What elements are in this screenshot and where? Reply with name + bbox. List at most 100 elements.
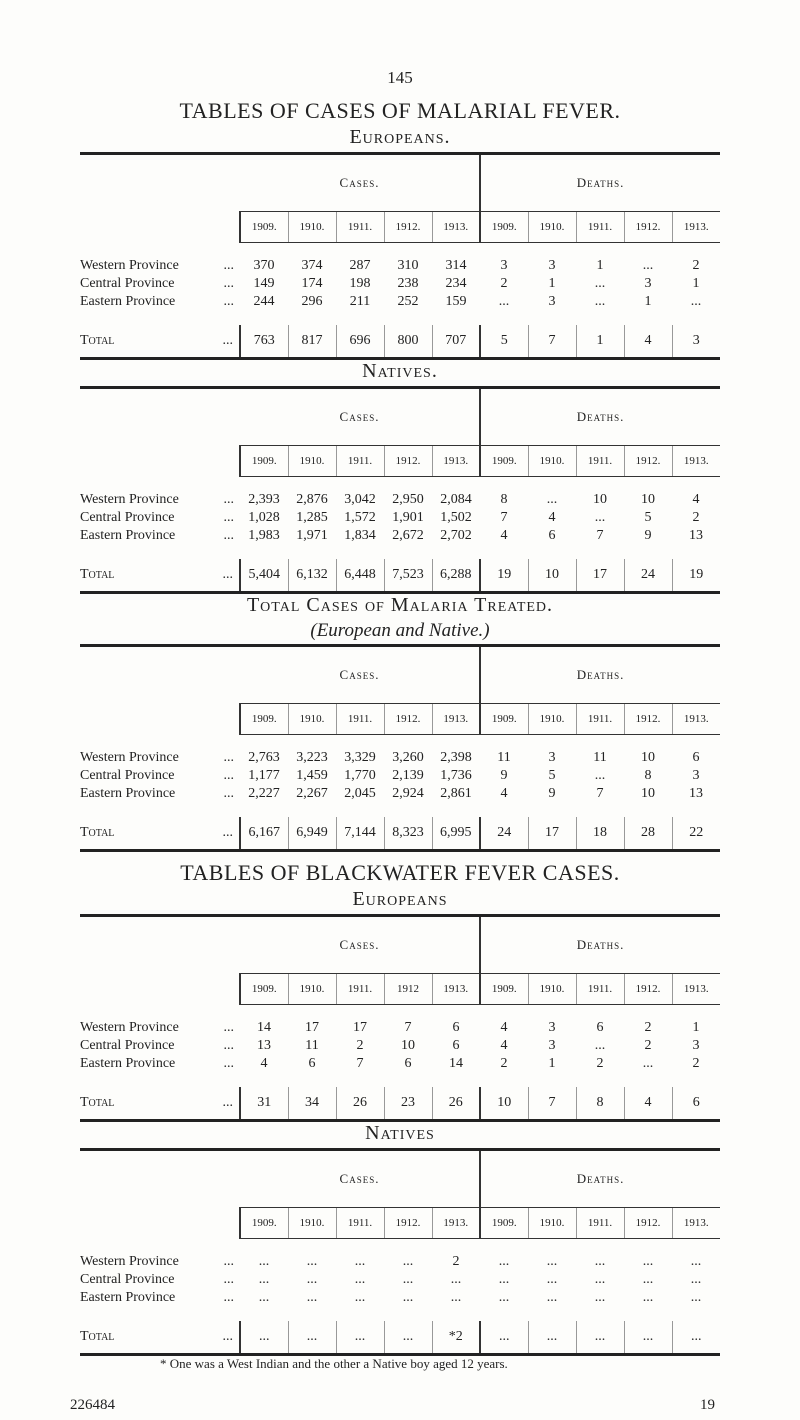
year: 1911.: [575, 211, 624, 243]
note: (European and Native.): [310, 620, 490, 641]
deaths-cell: 4: [548, 510, 556, 525]
deaths-cell: 8: [575, 1087, 624, 1121]
data-row: ... Central Province 1,028 1,285 1,572 1,901 1…: [80, 509, 720, 527]
cases-cell: 10: [401, 1038, 415, 1053]
cases-cell: 6,949: [287, 817, 336, 851]
deaths-cell: 6: [692, 750, 700, 765]
dots: ...: [223, 1038, 235, 1053]
data-row: ... Central Province 149 174 198 238 234 2 1... 3…: [80, 275, 720, 293]
label: Western Province: [80, 492, 179, 507]
spacer: [80, 243, 720, 258]
footer: 226484 19: [70, 1397, 715, 1414]
cases-cell: 310: [397, 258, 419, 273]
dots: ...: [223, 1056, 235, 1071]
data-row: ... Central Province 13 11 2 10 6 4 3... 2 3: [80, 1037, 720, 1055]
cases-cell: 4: [260, 1056, 268, 1071]
cases-cell: 6: [452, 1038, 460, 1053]
deaths-cell: 1: [692, 276, 700, 291]
year: 1911.: [335, 211, 384, 243]
year: 1911.: [575, 703, 624, 735]
row-label: ... Central Province: [80, 1037, 240, 1055]
deaths-cell: 4: [500, 786, 508, 801]
subheading: Europeans.: [349, 126, 451, 148]
deaths-cell: 13: [689, 528, 704, 543]
group-header: Cases.: [240, 387, 480, 446]
total-row: ... Total............ *2...............: [80, 1321, 721, 1355]
year: 1909.: [239, 1207, 288, 1239]
dots: ...: [222, 1095, 234, 1110]
deaths-cell: ...: [594, 768, 606, 783]
header-row: Cases. Deaths.: [80, 387, 721, 446]
deaths-cell: ...: [642, 1272, 654, 1287]
cases-cell: 6: [452, 1020, 460, 1035]
section: TABLES OF CASES OF MALARIAL FEVER. Europe…: [0, 98, 800, 360]
cases-cell: 763: [239, 325, 288, 359]
label: Eastern Province: [80, 786, 176, 801]
deaths-cell: ...: [690, 1290, 702, 1305]
cases-cell: ...: [402, 1254, 414, 1269]
year: 1909.: [239, 703, 288, 735]
footer-left: 226484: [70, 1397, 115, 1413]
cases-cell: *2: [431, 1321, 480, 1355]
deaths-cell: 5: [479, 325, 528, 359]
spacer: [80, 1307, 720, 1321]
deaths-cell: 3: [692, 1038, 700, 1053]
deaths-cell: 2: [644, 1038, 652, 1053]
year: 1912.: [623, 211, 672, 243]
cases-cell: ...: [402, 1272, 414, 1287]
deaths-cell: 10: [527, 559, 576, 593]
deaths-cell: ...: [642, 1290, 654, 1305]
cases-cell: ...: [450, 1272, 462, 1287]
total-row: ... Total 763 817 696 800 707 5 7 1 4 3: [80, 325, 721, 359]
deaths-cell: ...: [479, 1321, 528, 1355]
group-header: Deaths.: [478, 387, 721, 446]
section: Natives Cases. Deaths. 1909. 1910. 1911. 1912.…: [0, 1122, 800, 1372]
deaths-cell: 8: [644, 768, 652, 783]
year: 1911.: [335, 445, 384, 477]
year: 1909.: [479, 211, 528, 243]
dots: ...: [223, 1272, 235, 1287]
cases-cell: 2,227: [248, 786, 280, 801]
year: 1911.: [575, 973, 624, 1005]
cases-cell: 238: [397, 276, 419, 291]
cases-cell: 1,770: [344, 768, 376, 783]
year: 1912.: [623, 1207, 672, 1239]
deaths-cell: ...: [642, 1056, 654, 1071]
cases-cell: 31: [239, 1087, 288, 1121]
deaths-cell: 3: [500, 258, 508, 273]
cases-cell: 7: [404, 1020, 412, 1035]
group-header: Deaths.: [478, 915, 721, 974]
spacer: [80, 545, 720, 559]
subheading: Natives: [365, 1122, 435, 1144]
cases-cell: 696: [335, 325, 384, 359]
deaths-cell: 7: [527, 1087, 576, 1121]
cases-cell: 1,983: [248, 528, 280, 543]
deaths-cell: 2: [692, 1056, 700, 1071]
deaths-cell: 2: [500, 276, 508, 291]
year: 1912.: [383, 1207, 432, 1239]
year: 1912.: [623, 445, 672, 477]
spacer: [80, 311, 720, 325]
cases-cell: 3,329: [344, 750, 376, 765]
label: Total: [80, 1095, 115, 1110]
year: 1909.: [479, 973, 528, 1005]
dots: ...: [222, 825, 234, 840]
cases-cell: 1,177: [248, 768, 280, 783]
deaths-cell: 10: [641, 786, 655, 801]
deaths-cell: ...: [690, 1272, 702, 1287]
page-number: 145: [387, 68, 413, 87]
cases-cell: 6,132: [287, 559, 336, 593]
year: 1910.: [287, 1207, 336, 1239]
deaths-cell: 9: [500, 768, 508, 783]
cases-cell: 5,404: [239, 559, 288, 593]
row-label: ... Central Province: [80, 1271, 240, 1289]
deaths-cell: 4: [500, 1020, 508, 1035]
deaths-cell: 3: [644, 276, 652, 291]
cases-cell: ...: [402, 1290, 414, 1305]
year: 1911.: [575, 445, 624, 477]
dots: ...: [223, 258, 235, 273]
cases-cell: 26: [335, 1087, 384, 1121]
section: Natives. Cases. Deaths. 1909. 1910. 1911. 1912…: [0, 360, 800, 594]
deaths-cell: 11: [593, 750, 607, 765]
year: 1913.: [671, 445, 721, 477]
